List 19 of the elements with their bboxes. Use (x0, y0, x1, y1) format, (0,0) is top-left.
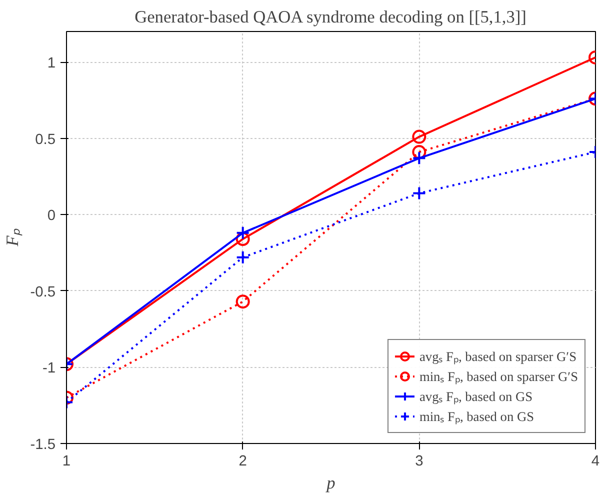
legend-label: minₛ Fₚ, based on GS (419, 408, 534, 425)
x-tick-label: 3 (415, 454, 424, 470)
x-tick-label: 1 (62, 454, 71, 470)
point (236, 226, 250, 240)
y-tick-label: 1 (47, 56, 56, 72)
y-tick-label: -0.5 (30, 284, 56, 300)
legend-label: avgₛ Fₚ, based on GS (419, 388, 533, 405)
x-axis-title: p (324, 474, 336, 492)
y-tick-label: -1 (42, 360, 56, 377)
legend-label: avgₛ Fₚ, based on sparser G′S (419, 348, 577, 365)
y-axis-title: Fₚ (3, 228, 24, 248)
y-tick-label: 0 (47, 208, 56, 224)
y-tick-label: 0.5 (35, 132, 56, 148)
y-tick-label: -1.5 (30, 437, 56, 453)
x-tick-label: 2 (238, 454, 247, 470)
point (412, 151, 426, 166)
legend-label: minₛ Fₚ, based on sparser G′S (419, 368, 578, 385)
chart-title: Generator-based QAOA syndrome decoding on [[5,1,3]] (134, 8, 526, 26)
x-tick-label: 4 (591, 454, 600, 470)
